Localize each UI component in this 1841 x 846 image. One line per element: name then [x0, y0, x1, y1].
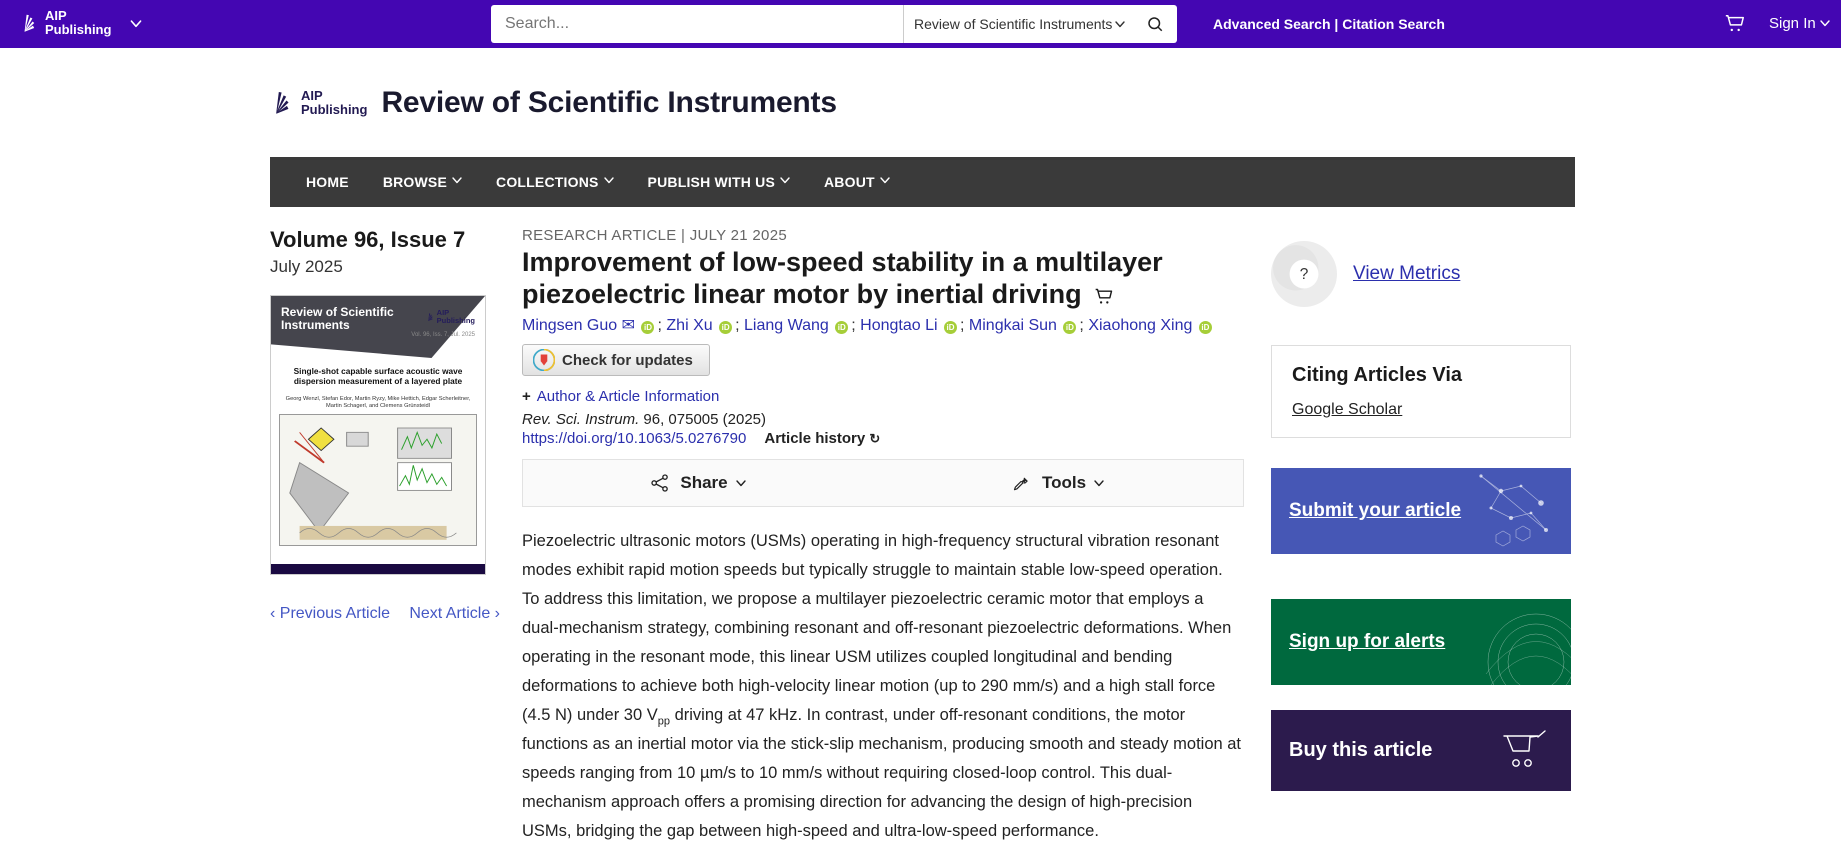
svg-text:?: ?	[1300, 266, 1309, 283]
